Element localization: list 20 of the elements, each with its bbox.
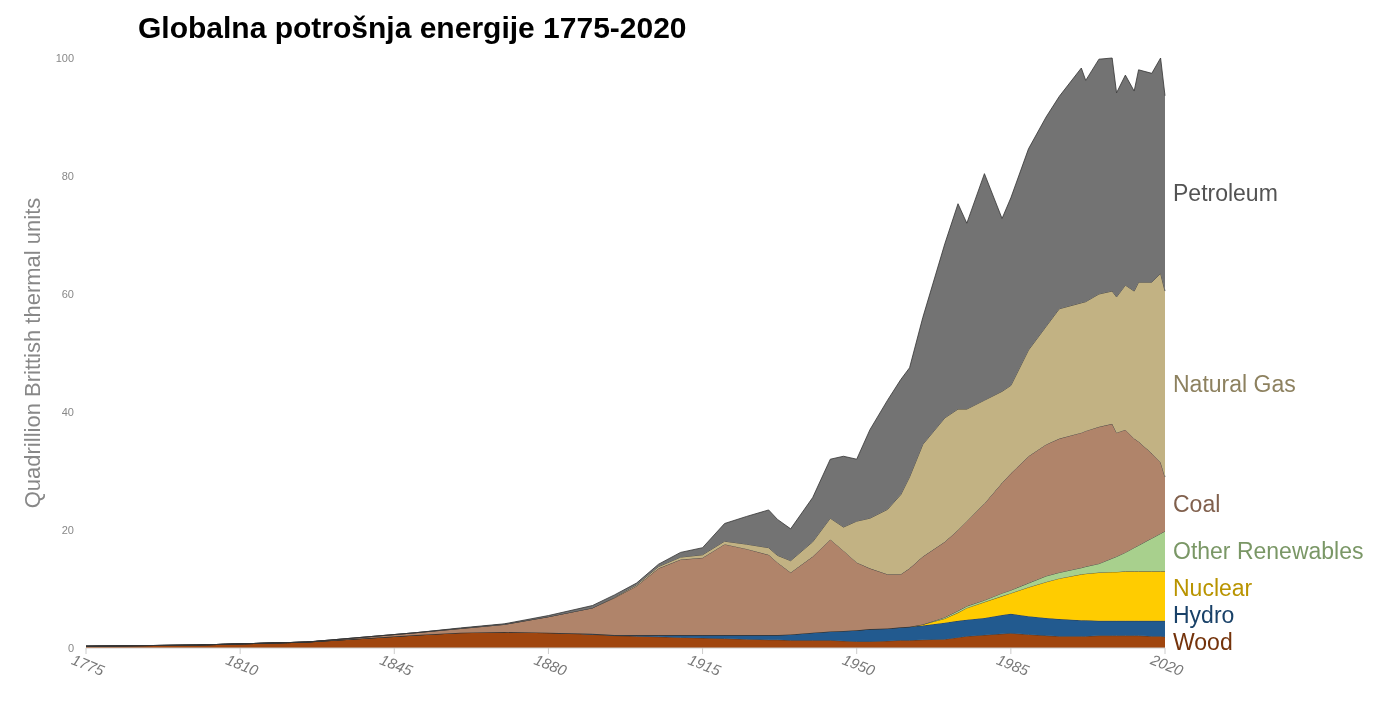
series-label: Coal bbox=[1173, 491, 1221, 518]
series-label: Petroleum bbox=[1173, 180, 1278, 207]
y-tick-label: 60 bbox=[61, 288, 74, 300]
y-tick-label: 80 bbox=[61, 170, 74, 182]
series-label: Natural Gas bbox=[1173, 370, 1296, 397]
y-tick-label: 0 bbox=[67, 642, 74, 654]
series-label: Nuclear bbox=[1173, 575, 1253, 602]
y-tick-label: 20 bbox=[61, 524, 74, 536]
x-tick-label: 1950 bbox=[840, 650, 879, 680]
x-tick-label: 1880 bbox=[531, 650, 570, 680]
x-tick-label: 1915 bbox=[685, 650, 724, 680]
chart-title: Globalna potrošnja energije 1775-2020 bbox=[138, 11, 687, 44]
y-axis-title: Quadrillion Brittish thermal units bbox=[20, 197, 45, 509]
series-label: Hydro bbox=[1173, 602, 1235, 629]
y-tick-label: 100 bbox=[55, 52, 74, 64]
x-tick-label: 1845 bbox=[377, 650, 416, 680]
y-tick-label: 40 bbox=[61, 406, 74, 418]
x-tick-label: 1810 bbox=[223, 650, 262, 680]
series-label: Other Renewables bbox=[1173, 538, 1364, 565]
x-tick-label: 1985 bbox=[994, 650, 1033, 680]
